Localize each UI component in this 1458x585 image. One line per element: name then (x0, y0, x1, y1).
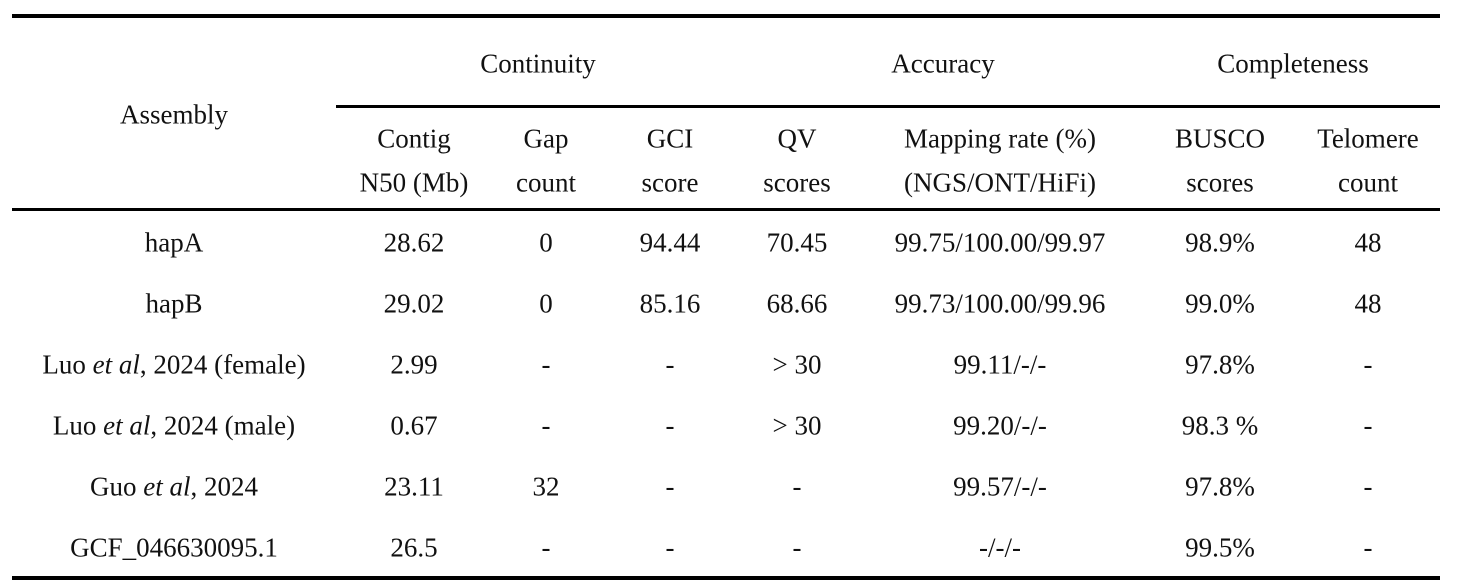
cell: - (1363, 410, 1373, 441)
cell: 94.44 (639, 227, 701, 258)
group-header: Completeness (1217, 48, 1369, 79)
column-header: N50 (Mb) (359, 167, 469, 198)
name-part: , 2024 (female) (139, 349, 306, 380)
top-rule (12, 14, 1440, 18)
cell: - (541, 349, 551, 380)
cell: - (792, 471, 802, 502)
bottom-rule (12, 576, 1440, 580)
cell: 0 (539, 288, 553, 319)
cell: 99.57/-/- (953, 471, 1047, 502)
cell: 48 (1354, 227, 1382, 258)
cell: 99.5% (1185, 532, 1255, 563)
corner-header: Assembly (120, 99, 228, 130)
column-header: Gap (523, 123, 569, 154)
column-header: (NGS/ONT/HiFi) (903, 167, 1097, 198)
column-header: GCI (646, 123, 694, 154)
cell: 29.02 (383, 288, 445, 319)
cell: 97.8% (1185, 349, 1255, 380)
cell: - (1363, 471, 1373, 502)
group-rule (336, 105, 1440, 108)
column-header: score (641, 167, 699, 198)
cell: - (541, 410, 551, 441)
cell: 99.11/-/- (953, 349, 1047, 380)
name-part: Guo (90, 471, 144, 502)
column-header: Mapping rate (%) (904, 123, 1096, 154)
assembly-name: Luo et al, 2024 (female) (42, 350, 305, 381)
assembly-name: hapA (145, 228, 203, 259)
name-part: Luo (52, 410, 104, 441)
header-rule (12, 208, 1440, 211)
cell: - (665, 532, 675, 563)
name-part: , 2024 (male) (150, 410, 296, 441)
cell: 28.62 (383, 227, 445, 258)
assembly-name: Luo et al, 2024 (male) (53, 411, 295, 442)
cell: 0 (539, 227, 553, 258)
cell: 97.8% (1185, 471, 1255, 502)
column-header: QV (777, 123, 817, 154)
cell: 32 (532, 471, 560, 502)
cell: 48 (1354, 288, 1382, 319)
cell: 99.0% (1185, 288, 1255, 319)
name-part: , 2024 (190, 471, 259, 502)
cell: 2.99 (390, 349, 438, 380)
cell: - (665, 471, 675, 502)
cell: - (541, 532, 551, 563)
cell: 99.20/-/- (953, 410, 1047, 441)
column-header: scores (1186, 167, 1254, 198)
cell: - (665, 410, 675, 441)
column-header: Contig (377, 123, 451, 154)
cell: 99.75/100.00/99.97 (894, 227, 1106, 258)
cell: - (792, 532, 802, 563)
assembly-name: hapB (146, 289, 203, 320)
cell: 23.11 (384, 471, 444, 502)
name-part: hapB (145, 288, 203, 319)
name-part: hapA (144, 227, 204, 258)
column-header: BUSCO (1174, 123, 1266, 154)
column-header: count (516, 167, 576, 198)
cell: -/-/- (979, 532, 1021, 563)
cell: 98.9% (1185, 227, 1255, 258)
cell: 68.66 (766, 288, 828, 319)
cell: 0.67 (390, 410, 438, 441)
assembly-name: Guo et al, 2024 (90, 472, 258, 503)
cell: 98.3 % (1181, 410, 1259, 441)
name-part: GCF_046630095.1 (70, 532, 278, 563)
cell: - (665, 349, 675, 380)
cell: 26.5 (390, 532, 438, 563)
assembly-name: GCF_046630095.1 (70, 533, 278, 564)
name-part: Luo (42, 349, 93, 380)
cell: 70.45 (766, 227, 828, 258)
column-header: scores (763, 167, 831, 198)
group-header: Continuity (480, 48, 596, 79)
cell: - (1363, 349, 1373, 380)
name-part: et al (103, 410, 151, 441)
name-part: et al (143, 471, 191, 502)
column-header: count (1338, 167, 1398, 198)
group-header: Accuracy (891, 48, 995, 79)
column-header: Telomere (1317, 123, 1419, 154)
cell: - (1363, 532, 1373, 563)
cell: 99.73/100.00/99.96 (894, 288, 1106, 319)
name-part: et al (92, 349, 140, 380)
cell: 85.16 (639, 288, 701, 319)
cell: > 30 (772, 410, 822, 441)
cell: > 30 (772, 349, 822, 380)
